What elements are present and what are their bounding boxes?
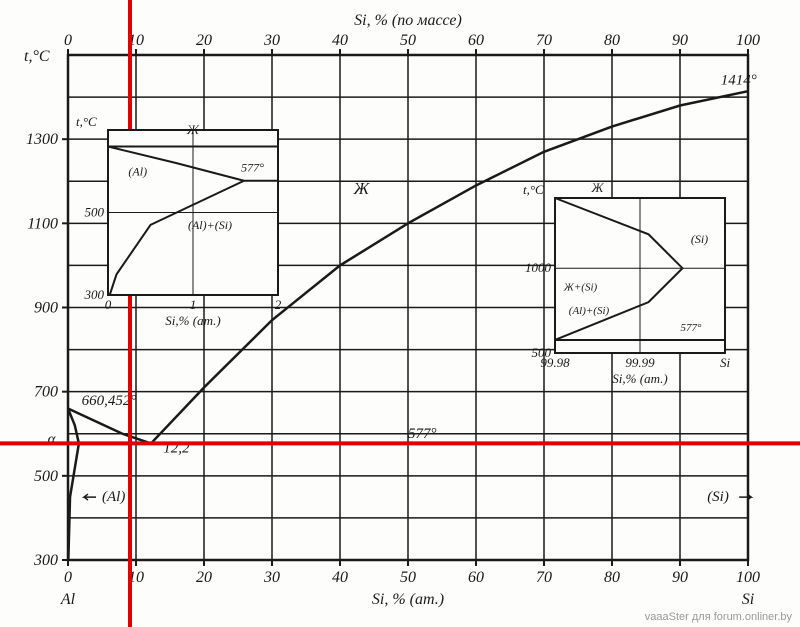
inset-right-label: (Si) bbox=[691, 232, 708, 246]
inset-left-xtick: 1 bbox=[190, 297, 197, 312]
y-tick-label: 1100 bbox=[27, 215, 58, 232]
annotation: (Si) bbox=[707, 489, 729, 505]
annotation: 1414° bbox=[721, 72, 757, 88]
x-end-left: Al bbox=[60, 591, 76, 608]
x-tick-label: 60 bbox=[468, 569, 484, 586]
x-top-tick-label: 70 bbox=[536, 32, 552, 49]
inset-left-label: (Al)+(Si) bbox=[188, 218, 232, 232]
x-tick-label: 20 bbox=[196, 569, 212, 586]
x-end-right: Si bbox=[742, 591, 754, 608]
inset-left-xtick: 2 bbox=[275, 297, 282, 312]
inset-left-label: (Al) bbox=[128, 164, 147, 178]
x-top-tick-label: 90 bbox=[672, 32, 688, 49]
annotation: (Al) bbox=[102, 489, 125, 505]
x-top-axis-label: Si, % (по массе) bbox=[354, 12, 462, 29]
x-top-tick-label: 100 bbox=[736, 32, 760, 49]
x-top-tick-label: 60 bbox=[468, 32, 484, 49]
watermark: vaaaSter для forum.onliner.by bbox=[645, 611, 792, 623]
y-tick-label: 700 bbox=[34, 384, 58, 401]
inset-right-xtick: 99.99 bbox=[625, 355, 655, 370]
inset-right-ytick: 1000 bbox=[525, 260, 552, 275]
x-top-tick-label: 30 bbox=[263, 32, 280, 49]
annotation: Ж bbox=[353, 179, 371, 198]
y-tick-label: 500 bbox=[34, 468, 58, 485]
x-top-tick-label: 40 bbox=[332, 32, 348, 49]
inset-right-label: (Al)+(Si) bbox=[569, 305, 610, 317]
x-tick-label: 90 bbox=[672, 569, 688, 586]
inset-right-ytick: 500 bbox=[532, 345, 552, 360]
x-axis-label: Si, % (ат.) bbox=[372, 591, 444, 608]
inset-right-label: Ж bbox=[591, 180, 605, 195]
x-top-tick-label: 20 bbox=[196, 32, 212, 49]
x-tick-label: 40 bbox=[332, 569, 348, 586]
x-top-tick-label: 0 bbox=[64, 32, 72, 49]
inset-left-ytick: 500 bbox=[85, 205, 105, 220]
inset-right-ylabel: t,°C bbox=[523, 182, 544, 197]
x-tick-label: 80 bbox=[604, 569, 620, 586]
inset-left-xlabel: Si,% (ат.) bbox=[165, 313, 220, 328]
inset-left-xtick: 0 bbox=[105, 297, 112, 312]
x-top-tick-label: 50 bbox=[400, 32, 416, 49]
x-tick-label: 70 bbox=[536, 569, 552, 586]
inset-right-label: 577° bbox=[681, 322, 703, 334]
svg-text:Si: Si bbox=[720, 355, 731, 370]
inset-left-ylabel: t,°C bbox=[76, 114, 97, 129]
x-top-tick-label: 80 bbox=[604, 32, 620, 49]
al-solidus-curve bbox=[68, 409, 79, 561]
inset-right-label: Ж+(Si) bbox=[563, 281, 598, 293]
y-tick-label: 900 bbox=[34, 300, 58, 317]
y-axis-label: t,°C bbox=[24, 48, 50, 65]
inset-left-label: Ж bbox=[186, 122, 200, 137]
x-tick-label: 100 bbox=[736, 569, 760, 586]
inset-right-xlabel: Si,% (ат.) bbox=[612, 371, 667, 386]
inset-left-ytick: 300 bbox=[84, 287, 105, 302]
y-tick-label: 1300 bbox=[26, 131, 58, 148]
y-tick-label: 300 bbox=[33, 552, 58, 569]
x-tick-label: 30 bbox=[263, 569, 280, 586]
x-tick-label: 0 bbox=[64, 569, 72, 586]
x-tick-label: 50 bbox=[400, 569, 416, 586]
annotation: 577° bbox=[408, 426, 437, 442]
inset-left-label: 577° bbox=[241, 160, 264, 174]
